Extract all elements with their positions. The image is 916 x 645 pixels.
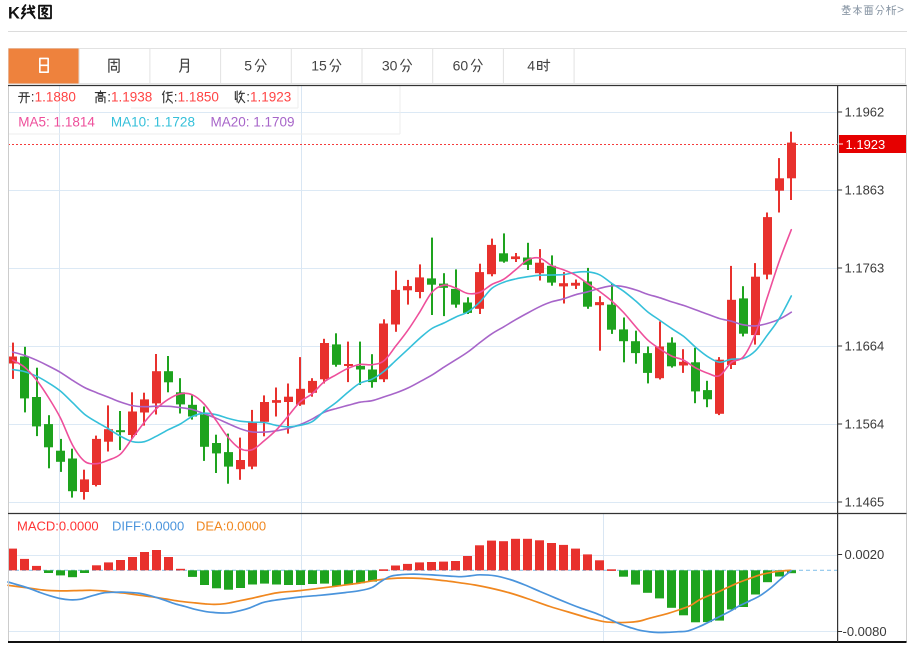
svg-text:1.1850: 1.1850 — [178, 90, 219, 105]
svg-text:1.1664: 1.1664 — [845, 339, 885, 354]
svg-text:-0.0080: -0.0080 — [843, 624, 887, 639]
svg-text:MACD:0.0000: MACD:0.0000 — [17, 519, 99, 534]
svg-text::: : — [174, 90, 178, 105]
svg-text:4: 4 — [527, 58, 535, 74]
svg-text:60: 60 — [453, 58, 469, 74]
svg-text:MA10: 1.1728: MA10: 1.1728 — [111, 115, 195, 130]
svg-text:MA5: 1.1814: MA5: 1.1814 — [18, 115, 95, 130]
svg-text:1.1863: 1.1863 — [845, 183, 885, 198]
svg-text:1.1564: 1.1564 — [845, 417, 885, 432]
svg-text:1.1962: 1.1962 — [845, 105, 885, 120]
svg-text:1.1923: 1.1923 — [250, 90, 291, 105]
svg-text:15: 15 — [311, 58, 327, 74]
svg-text:5: 5 — [244, 58, 252, 74]
svg-text:0.0020: 0.0020 — [845, 547, 885, 562]
svg-text:DIFF:0.0000: DIFF:0.0000 — [112, 519, 184, 534]
svg-text::: : — [107, 90, 111, 105]
svg-text:1.1938: 1.1938 — [111, 90, 152, 105]
svg-text:>: > — [897, 3, 904, 17]
svg-text:1.1923: 1.1923 — [846, 137, 886, 152]
svg-text:MA20: 1.1709: MA20: 1.1709 — [211, 115, 295, 130]
svg-text:DEA:0.0000: DEA:0.0000 — [196, 519, 266, 534]
svg-text::: : — [246, 90, 250, 105]
svg-text::: : — [31, 90, 35, 105]
svg-text:1.1465: 1.1465 — [845, 495, 885, 510]
svg-text:1.1763: 1.1763 — [845, 261, 885, 276]
svg-text:K: K — [8, 5, 20, 23]
svg-text:30: 30 — [382, 58, 398, 74]
svg-text:1.1880: 1.1880 — [35, 90, 76, 105]
